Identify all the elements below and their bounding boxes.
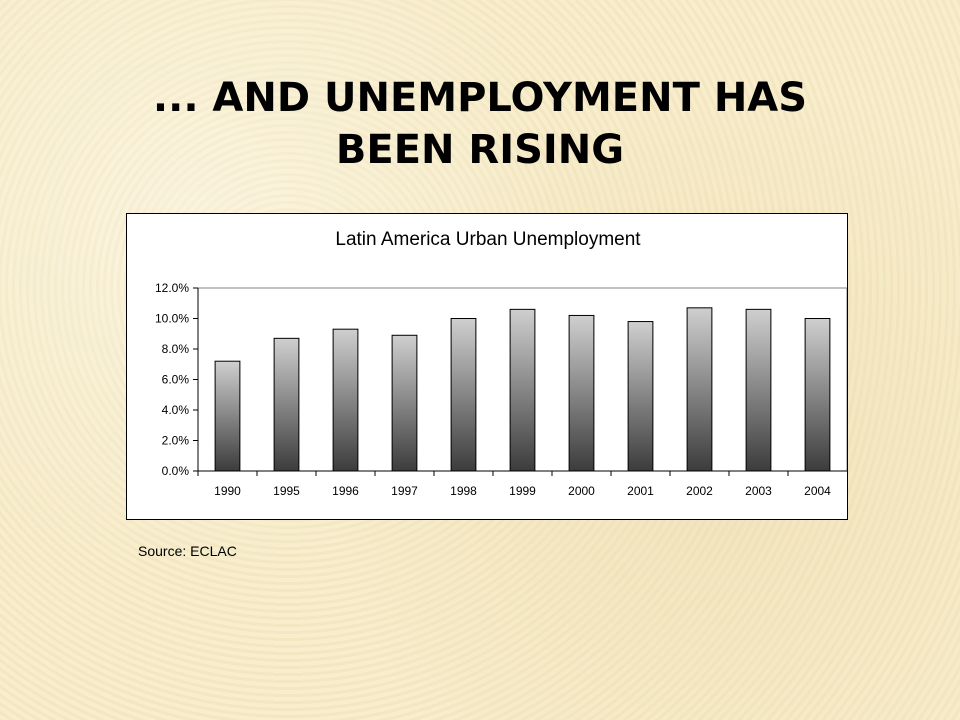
x-tick-label: 2000 xyxy=(568,484,595,498)
slide-title-line-2: BEEN RISING xyxy=(335,127,625,173)
bar-2001 xyxy=(627,321,654,472)
bar-2000 xyxy=(568,314,595,472)
y-tick-label: 0.0% xyxy=(162,464,190,478)
x-tick-label: 1995 xyxy=(273,484,300,498)
x-tick-label: 2002 xyxy=(686,484,713,498)
bar-2002 xyxy=(686,307,713,472)
slide-title-line-1: ... AND UNEMPLOYMENT HAS xyxy=(152,75,808,121)
x-tick-label: 1998 xyxy=(450,484,477,498)
bar-1995 xyxy=(273,337,300,472)
x-tick-label: 2003 xyxy=(745,484,772,498)
bar-2004 xyxy=(804,318,831,472)
chart-title: Latin America Urban Unemployment xyxy=(335,229,641,250)
chart-container: Latin America Urban Unemployment 0.0% 2.0… xyxy=(126,213,848,520)
y-tick-label: 8.0% xyxy=(162,342,190,356)
bar-chart: Latin America Urban Unemployment 0.0% 2.0… xyxy=(155,229,847,498)
bar-1998 xyxy=(450,318,477,472)
y-tick-label: 2.0% xyxy=(162,434,190,448)
x-tick-label: 1999 xyxy=(509,484,536,498)
bar-1999 xyxy=(509,308,536,472)
bar-1990 xyxy=(214,360,241,472)
bar-2003 xyxy=(745,308,772,472)
bar-1996 xyxy=(332,328,359,472)
y-tick-label: 12.0% xyxy=(155,281,189,295)
x-tick-label: 1990 xyxy=(214,484,241,498)
x-tick-label: 1997 xyxy=(391,484,418,498)
slide-title: ... AND UNEMPLOYMENT HAS BEEN RISING xyxy=(0,72,960,176)
x-tick-label: 1996 xyxy=(332,484,359,498)
y-tick-label: 6.0% xyxy=(162,373,190,387)
bar-1997 xyxy=(391,334,418,472)
y-tick-label: 10.0% xyxy=(155,312,189,326)
x-tick-label: 2004 xyxy=(804,484,831,498)
source-note: Source: ECLAC xyxy=(138,543,237,559)
x-tick-label: 2001 xyxy=(627,484,654,498)
y-tick-label: 4.0% xyxy=(162,403,190,417)
